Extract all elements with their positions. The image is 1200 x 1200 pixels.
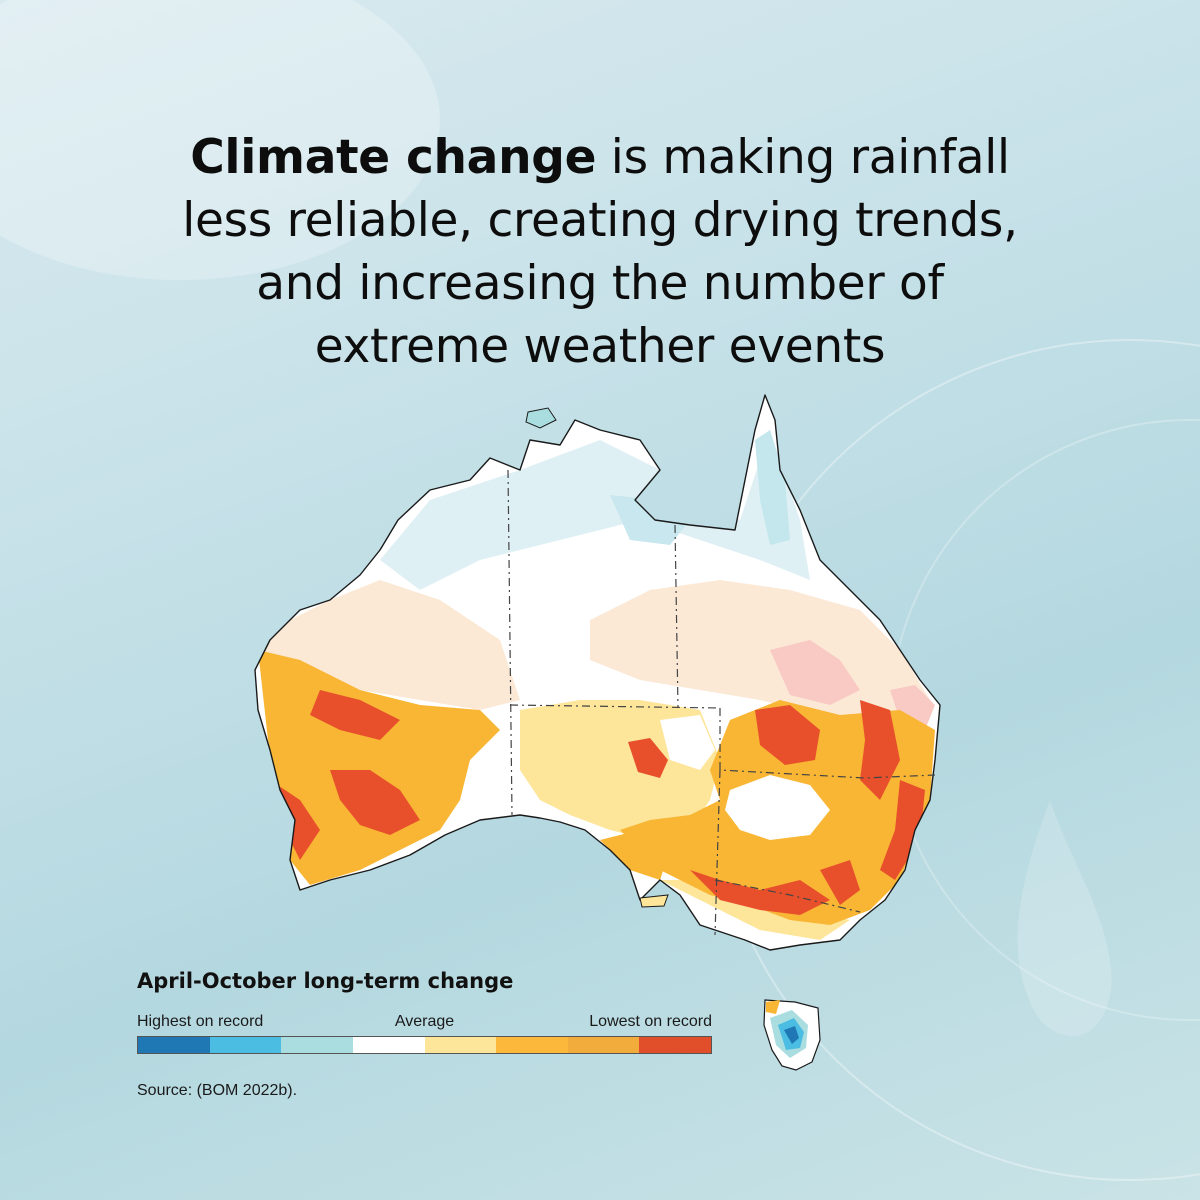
nsw-red-north	[755, 705, 820, 765]
coastline	[254, 394, 941, 951]
sa-red-spot	[628, 738, 668, 778]
southwest-red-inland	[330, 770, 420, 835]
victoria-pale-yellow	[660, 880, 850, 940]
wa-border	[507, 469, 513, 816]
legend-title: April-October long-term change	[137, 969, 514, 993]
legend-swatch-2	[209, 1037, 282, 1053]
southwest-red-arc	[310, 690, 400, 740]
legend-label-lowest: Lowest on record	[589, 1013, 712, 1030]
headline-line-4: extreme weather events	[314, 319, 886, 374]
bg-glow	[0, 0, 440, 280]
legend-swatch-8	[639, 1037, 711, 1053]
headline-line-3: and increasing the number of	[256, 256, 944, 311]
sa-qld-nsw-border	[719, 708, 936, 779]
nsw-vic-border	[714, 879, 861, 913]
tasmania-orange-patch	[766, 1000, 780, 1014]
headline-bold-text: Climate change	[190, 130, 597, 185]
source-note: Source: (BOM 2022b).	[137, 1082, 298, 1099]
legend-color-scale	[137, 1036, 712, 1054]
kangaroo-island	[639, 894, 669, 908]
sa-orange-patch	[600, 830, 670, 880]
headline-line-1: Climate change is making rainfall	[60, 126, 1140, 189]
legend-label-average: Average	[394, 1013, 455, 1030]
melville-island	[525, 407, 557, 429]
legend-swatch-7	[567, 1037, 640, 1053]
central-white-patch	[660, 715, 715, 770]
victoria-red-east	[820, 860, 860, 905]
legend-labels: Highest on record Average Lowest on reco…	[137, 1013, 712, 1033]
east-coast-red	[880, 780, 925, 880]
headline-line-2: less reliable, creating drying trends,	[182, 193, 1018, 248]
tasmania	[763, 999, 821, 1071]
bg-drop-shape	[1017, 800, 1112, 1037]
nt-qld-border	[674, 524, 679, 709]
tasmania-dark-blue	[784, 1026, 799, 1044]
legend-swatch-3	[281, 1037, 353, 1053]
nsw-white-interior	[725, 775, 830, 840]
legend-swatch-5	[424, 1037, 497, 1053]
headline-line-1-rest: is making rainfall	[596, 130, 1010, 185]
state-borders	[507, 469, 936, 936]
mainland	[254, 394, 941, 951]
legend-swatch-1	[138, 1037, 210, 1053]
legend-label-highest: Highest on record	[137, 1013, 264, 1030]
cape-york-light-blue	[755, 430, 790, 545]
east-pink-patch	[770, 640, 860, 705]
nt-sa-border	[509, 704, 721, 709]
victoria-red	[690, 870, 830, 915]
legend-swatch-6	[496, 1037, 568, 1053]
nsw-red-ridge	[860, 700, 900, 800]
headline: Climate change is making rainfall less r…	[60, 126, 1140, 378]
north-pale-blue-area	[380, 430, 810, 590]
legend-swatch-4	[352, 1037, 425, 1053]
